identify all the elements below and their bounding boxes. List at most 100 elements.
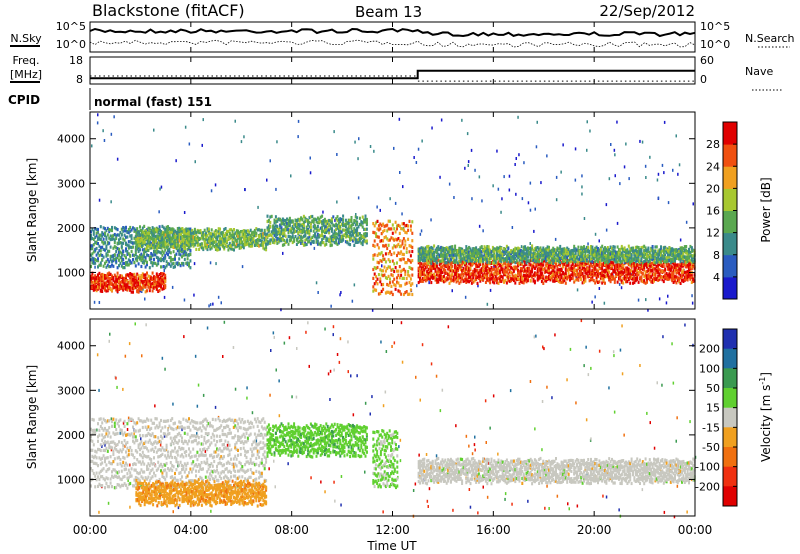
echo-cell bbox=[387, 227, 390, 231]
echo-cell bbox=[344, 228, 347, 232]
echo-cell bbox=[168, 240, 171, 245]
echo-cell bbox=[249, 234, 252, 238]
echo-cell bbox=[480, 277, 483, 281]
echo-cell bbox=[353, 237, 356, 241]
echo-cell bbox=[167, 238, 170, 242]
echo-cell bbox=[402, 222, 405, 226]
echo-cell bbox=[465, 267, 468, 271]
echo-cell bbox=[119, 231, 122, 235]
echo-cell bbox=[329, 240, 332, 244]
echo-cell bbox=[219, 243, 221, 247]
echo-cell bbox=[522, 279, 525, 283]
echo-cell bbox=[456, 277, 459, 281]
echo-cell bbox=[483, 269, 486, 273]
echo-cell bbox=[349, 233, 352, 237]
echo-cell bbox=[126, 282, 129, 286]
echo-cell bbox=[116, 274, 119, 279]
echo-cell bbox=[272, 240, 275, 244]
echo-cell bbox=[442, 280, 445, 284]
echo-cell bbox=[295, 242, 298, 246]
echo-cell bbox=[274, 233, 277, 237]
echo-cell bbox=[154, 261, 157, 265]
echo-cell bbox=[434, 278, 437, 282]
scatter-cell bbox=[536, 120, 538, 124]
echo-cell bbox=[518, 273, 521, 277]
echo-cell bbox=[200, 231, 203, 235]
echo-cell bbox=[125, 261, 127, 265]
echo-cell bbox=[153, 237, 156, 241]
echo-cell bbox=[144, 290, 147, 294]
echo-cell bbox=[401, 227, 404, 231]
echo-cell bbox=[594, 262, 597, 266]
echo-cell bbox=[148, 289, 151, 293]
echo-cell bbox=[484, 272, 487, 276]
echo-cell bbox=[452, 269, 455, 273]
echo-cell bbox=[171, 233, 174, 237]
echo-cell bbox=[391, 237, 394, 241]
echo-cell bbox=[116, 253, 119, 257]
scatter-cell bbox=[661, 163, 664, 167]
echo-cell bbox=[279, 230, 282, 234]
echo-cell bbox=[108, 236, 111, 240]
echo-cell bbox=[274, 227, 277, 232]
scatter-cell bbox=[313, 246, 316, 250]
scatter-cell bbox=[535, 145, 538, 149]
echo-cell bbox=[336, 242, 339, 246]
echo-cell bbox=[407, 292, 410, 296]
echo-cell bbox=[490, 272, 493, 276]
echo-cell bbox=[591, 275, 594, 279]
echo-cell bbox=[480, 270, 483, 275]
echo-cell bbox=[147, 226, 150, 230]
echo-cell bbox=[379, 252, 382, 256]
echo-cell bbox=[142, 234, 145, 238]
echo-cell bbox=[112, 237, 115, 241]
echo-cell bbox=[141, 241, 143, 245]
echo-cell bbox=[339, 217, 342, 221]
echo-cell bbox=[543, 267, 546, 271]
echo-cell bbox=[255, 227, 258, 231]
echo-cell bbox=[155, 251, 158, 255]
echo-cell bbox=[120, 264, 123, 268]
echo-cell bbox=[182, 261, 185, 266]
echo-cell bbox=[397, 269, 400, 273]
echo-cell bbox=[221, 235, 224, 239]
echo-cell bbox=[224, 238, 227, 242]
echo-cell bbox=[489, 281, 492, 285]
echo-cell bbox=[116, 285, 119, 289]
echo-cell bbox=[178, 249, 181, 253]
echo-cell bbox=[548, 271, 550, 275]
echo-cell bbox=[538, 277, 541, 281]
echo-cell bbox=[449, 262, 452, 266]
echo-cell bbox=[245, 240, 248, 244]
echo-cell bbox=[140, 278, 143, 283]
echo-cell bbox=[262, 232, 265, 236]
echo-cell bbox=[133, 241, 136, 245]
echo-cell bbox=[525, 276, 528, 281]
echo-cell bbox=[437, 274, 440, 278]
echo-cell bbox=[466, 277, 469, 281]
scatter-cell bbox=[430, 218, 432, 222]
echo-cell bbox=[127, 246, 130, 250]
echo-cell bbox=[431, 275, 434, 279]
echo-cell bbox=[291, 219, 294, 223]
echo-cell bbox=[473, 279, 476, 283]
echo-cell bbox=[326, 221, 329, 225]
echo-cell bbox=[98, 244, 101, 248]
echo-cell bbox=[679, 281, 682, 285]
echo-cell bbox=[542, 267, 545, 271]
echo-cell bbox=[120, 244, 123, 249]
echo-cell bbox=[498, 277, 501, 281]
echo-cell bbox=[577, 278, 580, 282]
echo-cell bbox=[401, 239, 404, 243]
echo-cell bbox=[91, 273, 94, 277]
echo-cell bbox=[307, 222, 310, 226]
echo-cell bbox=[323, 224, 326, 228]
echo-cell bbox=[455, 269, 458, 273]
echo-cell bbox=[123, 284, 126, 288]
echo-cell bbox=[295, 229, 298, 233]
echo-cell bbox=[566, 275, 569, 279]
echo-cell bbox=[127, 281, 130, 285]
echo-cell bbox=[465, 280, 468, 284]
echo-cell bbox=[594, 267, 597, 271]
echo-cell bbox=[462, 269, 465, 273]
